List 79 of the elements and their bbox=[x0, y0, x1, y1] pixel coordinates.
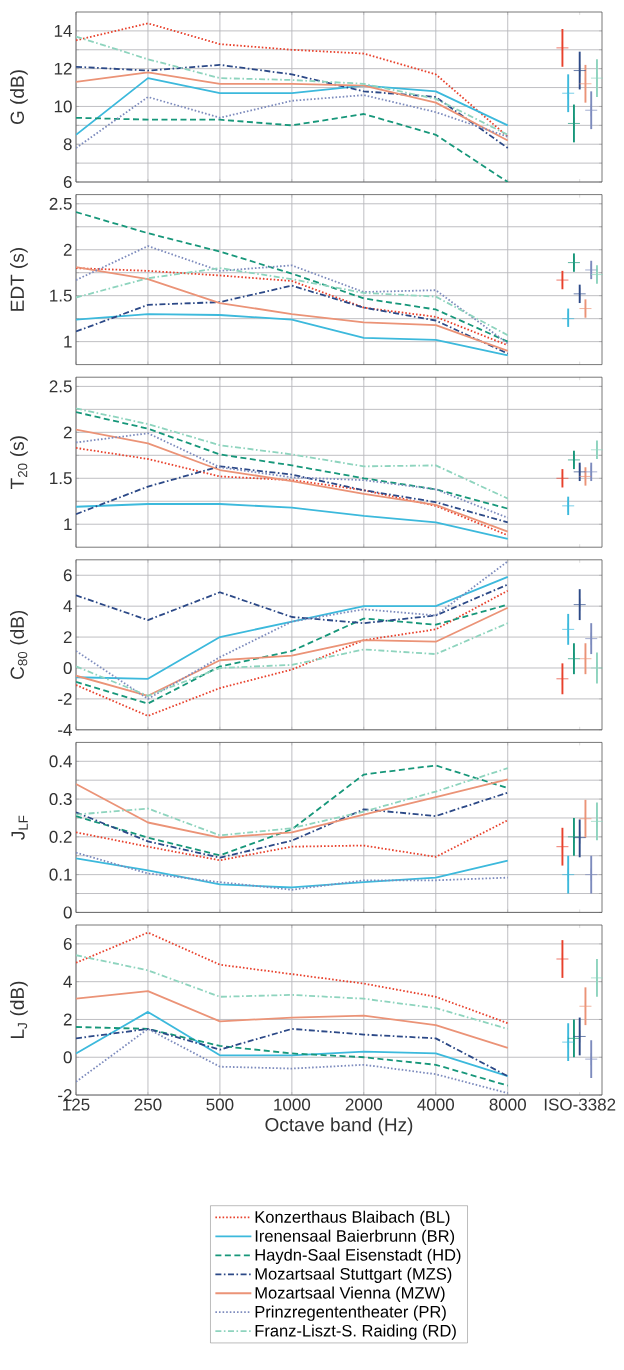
y-axis-title: L$_{J}$ (dB) bbox=[10, 981, 28, 1038]
y-axis-title: J$_{LF}$ bbox=[11, 815, 28, 840]
y-tick-label: 1 bbox=[64, 335, 72, 348]
y-tick-label: 4 bbox=[63, 600, 72, 613]
line-series bbox=[76, 575, 509, 680]
y-tick-label: 0.3 bbox=[49, 793, 72, 806]
line-series bbox=[76, 851, 509, 891]
line-series bbox=[76, 428, 509, 533]
y-axis-title: G (dB) bbox=[10, 70, 28, 125]
legend-label: Prinzregententheater (PR) bbox=[255, 1305, 446, 1321]
line-series bbox=[76, 990, 509, 1049]
y-tick-label: 2 bbox=[63, 631, 72, 644]
line-series bbox=[76, 1028, 509, 1078]
x-tick-label: 250 bbox=[134, 1098, 162, 1111]
line-series bbox=[76, 791, 509, 859]
legend-label: Mozartsaal Stuttgart (MZS) bbox=[255, 1267, 452, 1283]
line-series bbox=[76, 63, 509, 149]
y-tick-label: 4 bbox=[63, 975, 72, 988]
line-series bbox=[76, 113, 509, 182]
x-tick-label: 4000 bbox=[417, 1098, 455, 1111]
legend-label: Irenensaal Baierbrunn (BR) bbox=[255, 1229, 455, 1246]
y-tick-label: 6 bbox=[63, 937, 72, 950]
y-tick-label: 2 bbox=[63, 426, 72, 439]
line-series bbox=[76, 622, 509, 697]
line-series bbox=[76, 503, 509, 540]
x-tick-label: 500 bbox=[206, 1098, 234, 1111]
y-axis-title: EDT (s) bbox=[10, 248, 28, 311]
legend-label: Mozartsaal Vienna (MZW) bbox=[255, 1286, 445, 1302]
line-series bbox=[76, 767, 509, 837]
line-series bbox=[76, 589, 509, 717]
y-axis-title: C$_{80}$ (dB) bbox=[10, 610, 28, 679]
line-series bbox=[76, 447, 509, 537]
line-series bbox=[76, 778, 509, 839]
line-series bbox=[76, 245, 509, 345]
y-tick-label: 2 bbox=[63, 1013, 72, 1026]
x-tick-label: 1000 bbox=[274, 1098, 311, 1111]
line-series bbox=[76, 432, 509, 519]
legend-label: Haydn-Saal Eisenstadt (HD) bbox=[255, 1248, 461, 1264]
y-axis-title: T$_{20}$ (s) bbox=[10, 436, 28, 489]
line-series bbox=[76, 857, 509, 889]
y-tick-label: 6 bbox=[63, 569, 72, 582]
line-series bbox=[76, 211, 509, 343]
y-tick-label: 0 bbox=[63, 1051, 72, 1064]
y-tick-label: 1.5 bbox=[50, 289, 72, 302]
line-series bbox=[76, 77, 509, 136]
line-series bbox=[76, 465, 509, 524]
y-tick-label: 0 bbox=[63, 661, 72, 675]
line-series bbox=[76, 284, 509, 355]
line-series bbox=[76, 313, 509, 357]
y-tick-label: 2.5 bbox=[49, 197, 72, 210]
y-tick-label: 6 bbox=[63, 175, 72, 189]
y-tick-label: 1.5 bbox=[50, 472, 72, 485]
line-series bbox=[76, 1011, 509, 1078]
line-series bbox=[76, 583, 509, 625]
line-series bbox=[76, 954, 509, 1030]
y-tick-label: 14 bbox=[54, 25, 72, 37]
y-tick-label: 2 bbox=[63, 243, 72, 256]
y-tick-label: -2 bbox=[58, 692, 72, 705]
line-series bbox=[76, 764, 509, 857]
y-tick-label: 2.5 bbox=[49, 380, 72, 393]
line-series bbox=[76, 819, 509, 862]
legend-label: Franz-Liszt-S. Raiding (RD) bbox=[255, 1324, 456, 1340]
line-series bbox=[76, 94, 509, 149]
y-tick-label: -4 bbox=[58, 723, 72, 736]
y-tick-label: 0.2 bbox=[49, 830, 72, 843]
x-tick-label: ISO-3382 bbox=[544, 1098, 616, 1111]
y-tick-label: 8 bbox=[63, 138, 72, 151]
y-tick-label: 0.1 bbox=[49, 868, 72, 881]
y-tick-label: 10 bbox=[54, 100, 72, 113]
line-series bbox=[76, 560, 509, 700]
y-tick-label: 12 bbox=[54, 62, 72, 75]
x-tick-label: 8000 bbox=[489, 1098, 526, 1111]
x-axis-title: Octave band (Hz) bbox=[265, 1117, 413, 1136]
x-tick-label: 2000 bbox=[345, 1098, 383, 1111]
y-tick-label: 0 bbox=[63, 906, 72, 919]
y-tick-label: 1 bbox=[64, 518, 72, 531]
line-series bbox=[76, 71, 509, 142]
legend-label: Konzerthaus Blaibach (BL) bbox=[255, 1210, 450, 1227]
y-tick-label: 0.4 bbox=[49, 755, 72, 768]
